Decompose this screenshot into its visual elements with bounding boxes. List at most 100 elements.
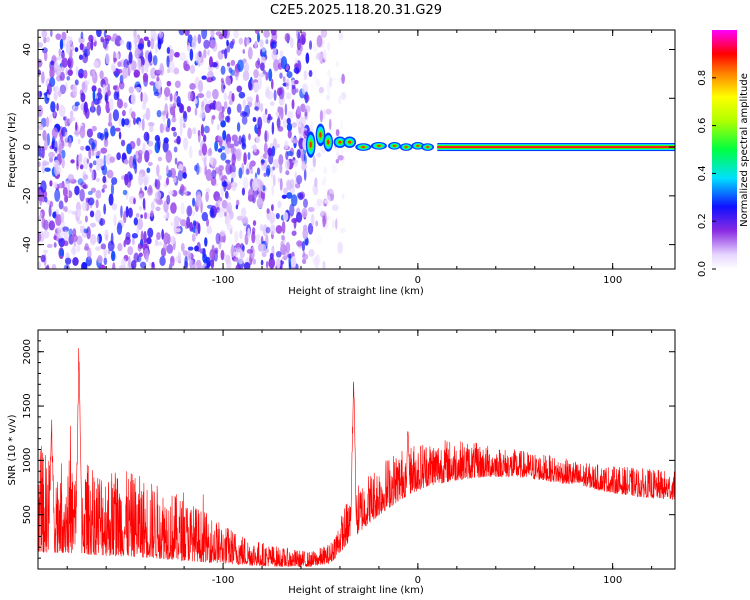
- spectrogram-cell: [146, 237, 152, 245]
- spectrogram-cell: [282, 76, 286, 83]
- spectrogram-cell: [121, 117, 125, 127]
- spectrogram-cell: [58, 200, 64, 210]
- spectrogram-cell: [287, 110, 294, 120]
- spectrogram-cell: [147, 161, 153, 166]
- spectrogram-cell: [284, 158, 290, 171]
- spectrogram-cell: [120, 205, 123, 218]
- spectrogram-cell: [198, 51, 202, 58]
- spectrogram-cell: [189, 259, 196, 269]
- spectrogram-transition-blobs: [305, 123, 435, 158]
- spectrogram-cell: [281, 234, 285, 241]
- spectrogram-cell: [138, 57, 142, 71]
- spectrogram-cell: [305, 52, 310, 64]
- spectrogram-cell: [221, 80, 225, 94]
- spectrogram-cell: [209, 39, 217, 49]
- spectrogram-cell: [49, 66, 55, 79]
- spectrogram-cell: [157, 174, 162, 181]
- spectrogram-cell: [79, 188, 85, 202]
- spectrogram-cell: [95, 199, 99, 209]
- spectrogram-cell: [195, 194, 202, 208]
- spectrogram-cell: [186, 44, 191, 52]
- spectrogram-cell: [211, 76, 216, 81]
- spectrogram-cell: [38, 161, 41, 168]
- spectrogram-cell: [259, 224, 264, 232]
- spectrogram-cell: [265, 234, 269, 247]
- spectrogram-cell: [267, 113, 272, 119]
- spectrogram-cell: [59, 84, 67, 95]
- spectrogram-cell: [169, 93, 173, 102]
- spectrogram-cell: [223, 92, 228, 101]
- spectrogram-cell: [305, 94, 310, 102]
- spectrogram-cell: [270, 166, 274, 180]
- spectrogram-cell: [177, 251, 181, 262]
- spectrogram-cell: [85, 145, 91, 152]
- spectrogram-cell: [95, 246, 101, 251]
- spectrogram-cell: [199, 248, 206, 254]
- spectrogram-cell: [81, 261, 88, 269]
- spectrogram-cell: [242, 99, 247, 108]
- spectrogram-cell: [316, 52, 322, 60]
- spectrogram-cell: [57, 227, 64, 239]
- spectrogram-cell: [152, 55, 158, 66]
- spectrogram-cell: [138, 172, 144, 186]
- spectrogram-cell: [327, 41, 330, 52]
- y-tick-label: 1000: [22, 448, 33, 473]
- figure-title: C2E5.2025.118.20.31.G29: [270, 3, 442, 18]
- spectrogram-cell: [255, 94, 259, 103]
- spectrogram-cell: [256, 32, 261, 43]
- spectrogram-cell: [251, 79, 255, 84]
- spectrogram-cell: [300, 103, 306, 113]
- spectrogram-cell: [241, 137, 245, 143]
- spectrogram-cell: [133, 30, 137, 39]
- spectrogram-cell: [177, 170, 183, 182]
- spectrogram-cell: [252, 220, 257, 227]
- spectrogram-cell: [217, 209, 225, 218]
- spectrogram-cell: [102, 83, 106, 95]
- spectrogram-cell: [173, 131, 177, 137]
- spectrogram-cell: [156, 75, 160, 82]
- spectrogram-cell: [144, 61, 149, 73]
- spectrogram-cell: [275, 212, 280, 220]
- spectrogram-cell: [278, 86, 285, 100]
- spectrogram-cell: [61, 149, 66, 159]
- spectrogram-cell: [162, 140, 169, 153]
- spectrogram-cell: [106, 169, 114, 179]
- spectrogram-cell: [129, 173, 134, 181]
- spectrogram-cell: [113, 214, 117, 227]
- spectrogram-cell: [163, 241, 167, 252]
- spectrogram-cell: [252, 258, 257, 265]
- spectrogram-x-label: Height of straight line (km): [288, 286, 424, 297]
- spectrogram-cell: [326, 94, 329, 100]
- spectrogram-cell: [200, 106, 206, 119]
- spectrogram-cell: [72, 257, 79, 266]
- spectrogram-cell: [143, 36, 149, 41]
- spectrogram-cell: [63, 116, 66, 121]
- spectrogram-cell: [105, 153, 112, 165]
- spectrogram-cell: [209, 156, 214, 165]
- spectrogram-cell: [205, 191, 209, 203]
- spectrogram-cell: [285, 92, 292, 100]
- spectrogram-carrier-line: [437, 143, 675, 152]
- spectrogram-cell: [283, 187, 288, 195]
- spectrogram-cell: [232, 181, 235, 187]
- spectrogram-cell: [272, 174, 276, 187]
- spectrogram-cell: [161, 228, 164, 240]
- spectrogram-cell: [216, 124, 220, 131]
- spectrogram-cell: [49, 113, 53, 124]
- spectrogram-cell: [134, 37, 138, 50]
- spectrogram-cell: [247, 46, 253, 60]
- spectrogram-cell: [189, 221, 194, 232]
- spectrogram-cell: [169, 235, 176, 245]
- spectrogram-cell: [138, 149, 143, 157]
- transition-blob: [416, 144, 420, 147]
- spectrogram-cell: [71, 234, 78, 243]
- spectrogram-cell: [315, 235, 323, 245]
- spectrogram-cell: [80, 92, 86, 103]
- spectrogram-cell: [74, 79, 79, 86]
- spectrogram-cell: [68, 58, 72, 66]
- spectrogram-cell: [268, 257, 276, 269]
- spectrogram-cell: [265, 226, 271, 234]
- spectrogram-cell: [192, 220, 197, 227]
- spectrogram-cell: [108, 98, 114, 111]
- spectrogram-cell: [269, 211, 276, 224]
